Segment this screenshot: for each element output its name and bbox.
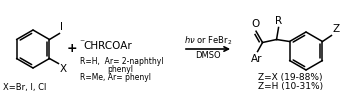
Text: Z=H (10-31%): Z=H (10-31%) — [258, 82, 323, 91]
Text: R=Me, Ar= phenyl: R=Me, Ar= phenyl — [80, 73, 151, 82]
Text: O: O — [251, 19, 259, 29]
Text: $h\nu$ or FeBr$_2$: $h\nu$ or FeBr$_2$ — [184, 35, 232, 47]
Text: I: I — [60, 22, 63, 32]
Text: X: X — [59, 65, 67, 75]
Text: Z=X (19-88%): Z=X (19-88%) — [258, 73, 323, 82]
Text: Ar: Ar — [251, 54, 262, 64]
Text: CHRCOAr: CHRCOAr — [83, 41, 132, 51]
Text: R=H,  Ar= 2-naphthyl: R=H, Ar= 2-naphthyl — [80, 57, 164, 66]
Text: DMSO: DMSO — [195, 51, 221, 60]
Text: ⁻: ⁻ — [79, 38, 84, 48]
Text: R: R — [275, 16, 282, 26]
Text: +: + — [67, 42, 77, 55]
Text: phenyl: phenyl — [107, 65, 133, 74]
Text: X=Br, I, Cl: X=Br, I, Cl — [3, 83, 46, 92]
Text: Z: Z — [333, 24, 339, 34]
